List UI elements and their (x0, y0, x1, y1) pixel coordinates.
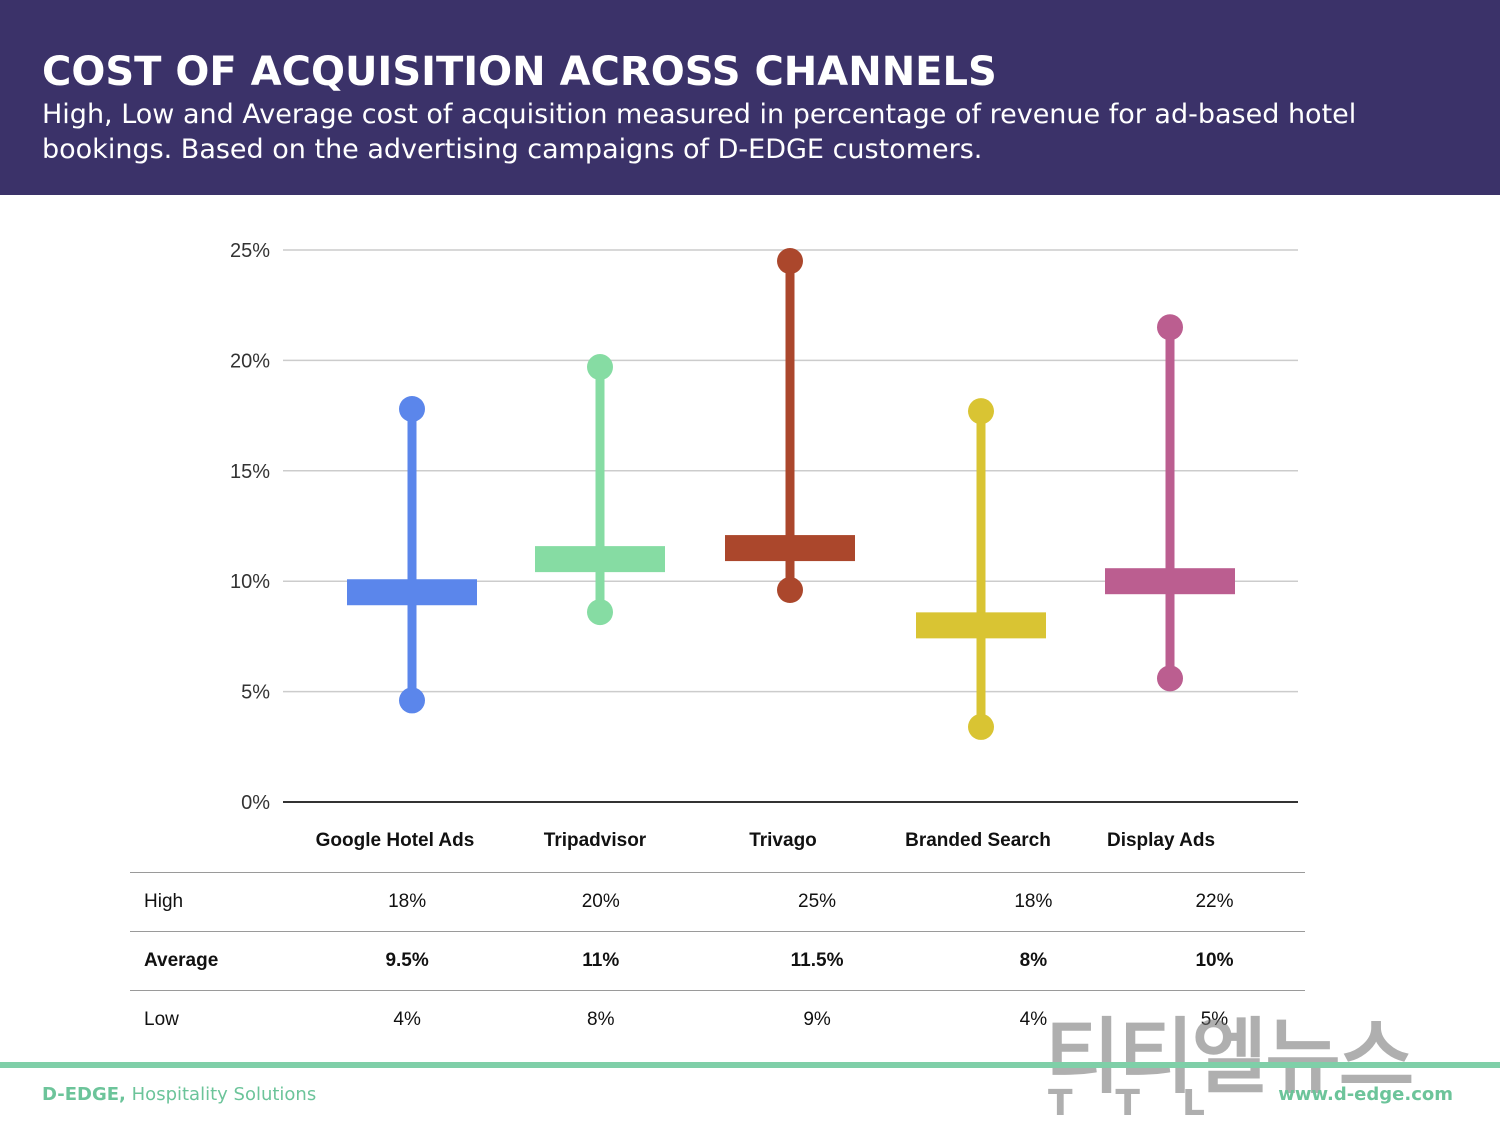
footer-divider (0, 1062, 1500, 1068)
category-label: Display Ads (1107, 830, 1215, 851)
table-row-low: Low 4% 8% 9% 4% 5% (130, 990, 1305, 1049)
cell-low-tripadvisor: 8% (510, 990, 692, 1049)
cell-low-trivago: 9% (691, 990, 943, 1049)
table-row-average: Average 9.5% 11% 11.5% 8% 10% (130, 931, 1305, 991)
average-bar (916, 612, 1046, 639)
average-bar (347, 579, 477, 606)
low-marker (399, 687, 425, 714)
page-title: COST OF ACQUISITION ACROSS CHANNELS (42, 49, 997, 95)
footer-brand: D-EDGE, Hospitality Solutions (42, 1084, 316, 1105)
cell-avg-tripadvisor: 11% (510, 931, 692, 991)
high-marker (399, 395, 425, 422)
cell-low-display: 5% (1123, 990, 1305, 1049)
low-marker (587, 599, 613, 626)
cell-low-branded: 4% (942, 990, 1124, 1049)
high-marker (968, 398, 994, 425)
category-label: Trivago (749, 830, 817, 851)
watermark-latin: TTL (1048, 1083, 1247, 1124)
category-label: Branded Search (905, 830, 1051, 851)
cell-high-tripadvisor: 20% (510, 872, 692, 932)
average-bar (535, 546, 665, 573)
y-tick-label: 0% (241, 792, 270, 814)
y-tick-label: 10% (230, 571, 270, 593)
low-marker (777, 577, 803, 604)
average-bar (1105, 568, 1235, 595)
range-chart: 0% 5% 10% 15% 20% 25% Google Hotel Ads Tripadvi… (230, 240, 1298, 851)
cell-avg-branded: 8% (942, 931, 1124, 991)
low-marker (968, 713, 994, 740)
cell-high-trivago: 25% (691, 872, 943, 932)
y-tick-label: 15% (230, 461, 270, 483)
cell-avg-trivago: 11.5% (691, 931, 943, 991)
header-banner: COST OF ACQUISITION ACROSS CHANNELS High… (0, 0, 1500, 195)
footer-url[interactable]: www.d-edge.com (1278, 1084, 1453, 1105)
table-row-high: High 18% 20% 25% 18% 22% (130, 872, 1305, 932)
row-label-low: Low (130, 990, 304, 1049)
row-label-average: Average (130, 931, 304, 991)
average-bar (725, 535, 855, 562)
footer-tagline: Hospitality Solutions (131, 1084, 317, 1105)
low-marker (1157, 665, 1183, 692)
page-subtitle: High, Low and Average cost of acquisitio… (42, 99, 1357, 165)
cell-high-display: 22% (1123, 872, 1305, 932)
cell-high-branded: 18% (942, 872, 1124, 932)
cell-high-google: 18% (304, 872, 511, 932)
y-tick-label: 25% (230, 240, 270, 262)
high-marker (777, 248, 803, 275)
y-tick-label: 5% (241, 682, 270, 704)
y-tick-label: 20% (230, 350, 270, 372)
values-table: High 18% 20% 25% 18% 22% Average 9.5% 11… (130, 872, 1305, 1049)
high-marker (587, 354, 613, 381)
cell-avg-google: 9.5% (304, 931, 511, 991)
high-marker (1157, 314, 1183, 341)
watermark-korean: 티티엘뉴스 (1045, 1010, 1414, 1105)
category-label: Tripadvisor (544, 830, 647, 851)
cell-avg-display: 10% (1123, 931, 1305, 991)
cell-low-google: 4% (304, 990, 511, 1049)
category-label: Google Hotel Ads (316, 830, 475, 851)
row-label-high: High (130, 872, 304, 932)
footer-brand-name: D-EDGE, (42, 1084, 126, 1105)
